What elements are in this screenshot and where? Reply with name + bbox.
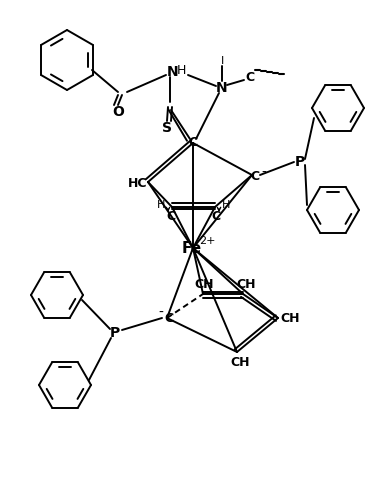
Text: S: S [162,121,172,135]
Text: 2+: 2+ [199,236,215,246]
Text: CH: CH [236,278,256,292]
Text: P: P [295,155,305,169]
Text: Fe: Fe [182,240,202,255]
Text: H: H [222,200,230,210]
Text: I: I [221,56,225,66]
Text: N: N [216,81,228,95]
Text: HC: HC [128,176,148,190]
Text: P: P [110,326,120,340]
Text: H: H [157,200,165,210]
Text: -: - [262,166,266,180]
Text: C: C [166,209,175,223]
Text: C: C [246,70,255,83]
Text: CH: CH [230,356,250,369]
Text: C: C [164,312,174,326]
Text: O: O [112,105,124,119]
Text: H: H [176,64,186,77]
Text: -: - [158,306,163,320]
Text: C: C [211,209,221,223]
Text: CH: CH [280,312,300,326]
Text: CH: CH [194,278,214,292]
Text: C: C [188,136,197,148]
Text: C: C [251,170,260,182]
Text: N: N [167,65,179,79]
